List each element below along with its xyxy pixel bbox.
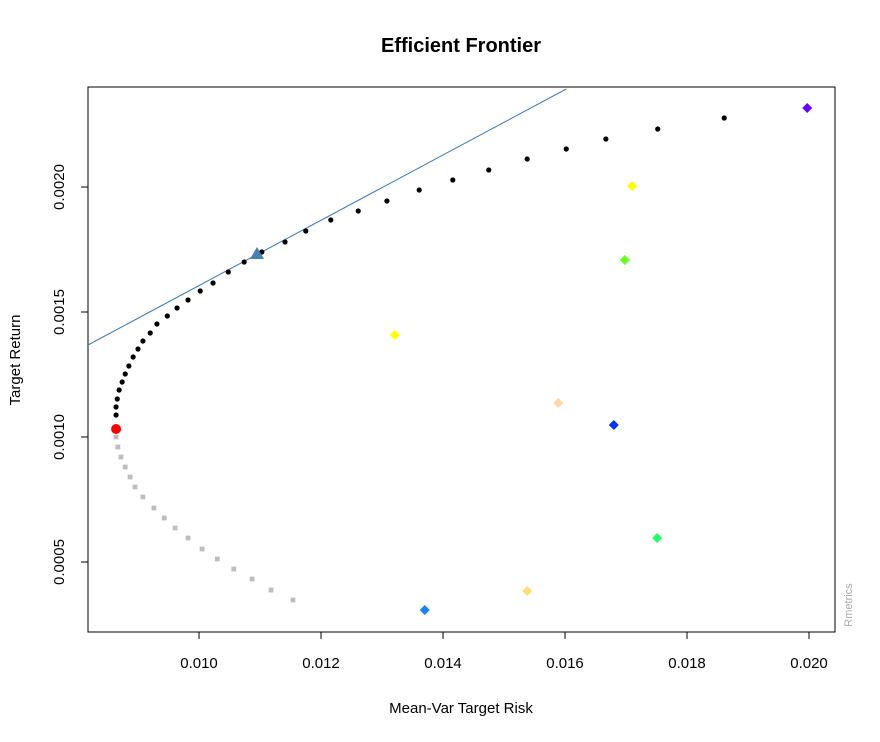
x-tick-label: 0.016 (546, 655, 584, 672)
x-tick-label: 0.012 (302, 655, 340, 672)
inefficient-point (249, 576, 255, 582)
frontier-point (450, 177, 456, 183)
inefficient-point (122, 464, 128, 470)
frontier-point (355, 208, 361, 214)
frontier-point (524, 156, 530, 162)
inefficient-point (290, 597, 296, 603)
frontier-point (135, 346, 141, 352)
asset-point (619, 255, 630, 265)
frontier-point (130, 354, 136, 360)
asset-point (522, 586, 533, 596)
frontier-point (126, 363, 132, 369)
inefficient-point (118, 454, 124, 460)
frontier-point (328, 217, 334, 223)
frontier-point (122, 371, 128, 377)
frontier-point (119, 379, 125, 385)
frontier-point (416, 187, 422, 193)
inefficient-point (127, 474, 133, 480)
inefficient-point (132, 484, 138, 490)
asset-point (608, 420, 619, 430)
inefficient-point (268, 587, 274, 593)
frontier-point (303, 228, 309, 234)
frontier-point (486, 167, 492, 173)
tangency-point (249, 247, 264, 259)
frontier-point (114, 396, 120, 402)
asset-point (802, 103, 813, 113)
x-tick-label: 0.010 (180, 655, 218, 672)
y-axis-label: Target Return (7, 315, 24, 406)
frontier-point (241, 259, 247, 265)
y-tick-label: 0.0015 (51, 289, 68, 335)
frontier-point (113, 404, 119, 410)
inefficient-point (231, 566, 237, 572)
frontier-point (655, 126, 661, 132)
frontier-point (185, 297, 191, 303)
chart-title: Efficient Frontier (381, 35, 541, 57)
min-variance-point (111, 424, 122, 434)
frontier-point (603, 136, 609, 142)
x-axis-label: Mean-Var Target Risk (389, 700, 533, 717)
x-tick-label: 0.018 (668, 655, 706, 672)
frontier-point (113, 412, 119, 418)
inefficient-point (151, 505, 157, 511)
frontier-point (147, 330, 153, 336)
tangency-line (87, 88, 567, 346)
inefficient-point (113, 434, 119, 440)
watermark: Rmetrics (843, 583, 855, 627)
y-tick-label: 0.0010 (51, 414, 68, 460)
y-tick-label: 0.0005 (51, 539, 68, 585)
frontier-point (154, 321, 160, 327)
inefficient-point (140, 494, 146, 500)
inefficient-point (172, 525, 178, 531)
asset-point (389, 330, 400, 340)
frontier-point (197, 288, 203, 294)
frontier-point (174, 305, 180, 311)
y-tick-label: 0.0020 (51, 164, 68, 210)
frontier-point (210, 280, 216, 286)
frontier-point (563, 146, 569, 152)
inefficient-point (185, 535, 191, 541)
plot-frame (87, 86, 836, 633)
x-tick-label: 0.020 (790, 655, 828, 672)
frontier-point (140, 338, 146, 344)
inefficient-point (214, 556, 220, 562)
asset-point (553, 398, 564, 408)
frontier-point (164, 313, 170, 319)
frontier-point (721, 115, 727, 121)
frontier-point (116, 387, 122, 393)
asset-point (419, 605, 430, 615)
inefficient-point (161, 515, 167, 521)
frontier-point (225, 269, 231, 275)
asset-point (627, 181, 638, 191)
frontier-point (282, 239, 288, 245)
asset-point (652, 533, 663, 543)
inefficient-point (199, 546, 205, 552)
inefficient-point (115, 444, 121, 450)
x-tick-label: 0.014 (424, 655, 462, 672)
frontier-point (384, 198, 390, 204)
